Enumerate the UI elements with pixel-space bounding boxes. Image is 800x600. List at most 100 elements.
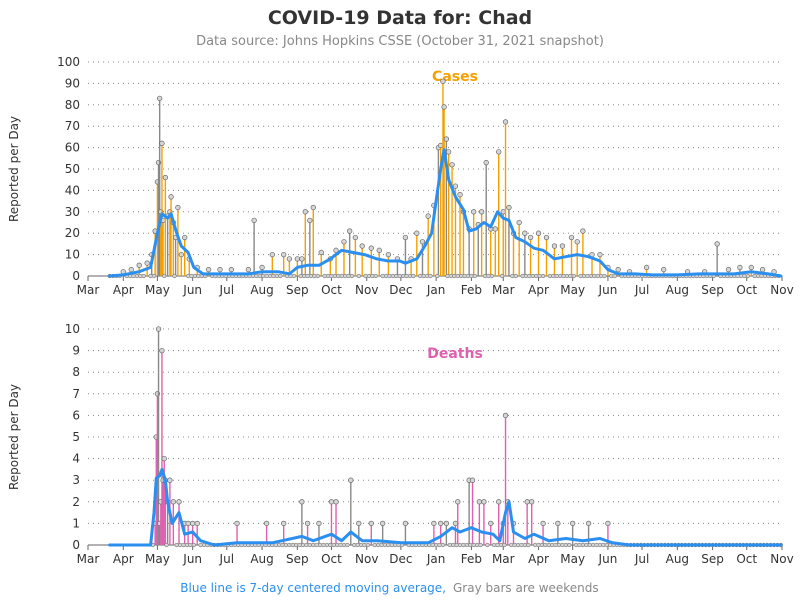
deaths-bar-marker (496, 499, 502, 505)
cases-xtick-label: Jan (426, 283, 446, 297)
cases-bar-marker (217, 266, 223, 273)
deaths-zero-marker (522, 542, 527, 548)
cases-bar-marker (259, 264, 265, 271)
deaths-zero-marker (495, 542, 500, 548)
cases-zero-marker (537, 273, 542, 279)
cases-zero-marker (540, 273, 546, 279)
deaths-zero-marker (601, 542, 606, 548)
cases-bar-marker (376, 247, 382, 253)
deaths-bar-marker (443, 520, 450, 527)
deaths-bar-marker (281, 520, 287, 527)
cases-zero-marker (172, 273, 177, 279)
cases-bar-marker (368, 245, 374, 251)
cases-zero-marker (192, 273, 198, 279)
deaths-zero-marker (314, 542, 319, 548)
cases-zero-marker (612, 273, 617, 279)
cases-bar-marker (402, 234, 409, 241)
cases-bar-marker (286, 256, 293, 262)
deaths-zero-marker (519, 542, 524, 548)
cases-bar-marker (299, 256, 305, 262)
deaths-zero-marker (434, 542, 439, 548)
deaths-zero-marker (324, 542, 330, 548)
cases-zero-marker (609, 273, 614, 279)
deaths-zero-marker (430, 542, 435, 548)
cases-ytick-label: 40 (65, 183, 80, 197)
cases-zero-marker (428, 273, 433, 279)
deaths-zero-marker (181, 542, 186, 548)
cases-zero-marker (134, 273, 140, 279)
cases-zero-marker (298, 273, 303, 279)
deaths-ytick-label: 10 (65, 322, 80, 336)
cases-zero-marker (527, 273, 532, 279)
cases-zero-marker (588, 273, 593, 279)
cases-zero-marker (336, 273, 341, 279)
deaths-bar-marker (438, 520, 444, 527)
cases-zero-marker (343, 273, 348, 279)
deaths-zero-marker (536, 542, 541, 548)
cases-xtick-label: Dec (389, 283, 412, 297)
deaths-zero-marker (307, 542, 312, 548)
deaths-zero-marker (451, 542, 456, 548)
cases-bar-marker (157, 95, 163, 102)
cases-xtick-label: Aug (250, 283, 273, 297)
deaths-zero-marker (543, 542, 548, 548)
deaths-ytick-label: 0 (72, 538, 80, 552)
deaths-zero-marker (287, 542, 292, 548)
deaths-zero-marker (509, 542, 514, 548)
deaths-panel: 0 1 2 3 4 5 6 7 8 9 10 Mar Apr May Jun Jul Aug Sep Oct Nov D… (7, 322, 794, 566)
cases-zero-marker (141, 273, 146, 279)
cases-bar-marker (661, 266, 667, 273)
cases-zero-marker (472, 273, 477, 279)
cases-y-axis-label: Reported per Day (7, 116, 21, 222)
deaths-panel-title: Deaths (427, 346, 483, 362)
deaths-zero-marker (526, 542, 531, 548)
deaths-xtick-label: Nov (770, 552, 793, 566)
cases-xtick-label: Apr (528, 283, 549, 297)
cases-ytick-label: 90 (65, 76, 80, 90)
deaths-ytick-label: 4 (72, 452, 80, 466)
cases-zero-marker (585, 273, 590, 279)
deaths-zero-marker (580, 542, 586, 548)
cases-bar-marker (318, 249, 324, 256)
cases-bar-marker (347, 228, 353, 234)
cases-zero-marker (595, 273, 600, 279)
deaths-ytick-label: 7 (72, 387, 80, 401)
cases-bar-marker (748, 264, 754, 271)
cases-zero-marker (459, 273, 464, 279)
cases-zero-marker (278, 273, 283, 279)
cases-zero-marker (756, 273, 761, 279)
cases-zero-marker (435, 273, 440, 279)
deaths-xtick-label: Jun (598, 552, 618, 566)
deaths-zero-marker (440, 542, 446, 548)
deaths-zero-marker (317, 542, 323, 548)
deaths-zero-marker (553, 542, 558, 548)
cases-zero-marker (558, 273, 563, 279)
cases-zero-marker (554, 273, 559, 279)
cases-ytick-label: 0 (72, 269, 80, 283)
deaths-bar-marker (299, 499, 305, 505)
cases-xtick-label: Apr (113, 283, 134, 297)
deaths-zero-marker (587, 542, 592, 548)
deaths-bar-marker (356, 520, 362, 527)
cases-bar-marker (178, 251, 184, 258)
deaths-xtick-label: Aug (666, 552, 689, 566)
deaths-bar-marker (540, 520, 546, 527)
cases-bar-marker (580, 228, 586, 234)
deaths-zero-marker (365, 542, 370, 548)
cases-zero-marker (564, 273, 570, 279)
cases-zero-marker (373, 273, 378, 279)
cases-bar-marker (483, 159, 489, 166)
deaths-xtick-label: Apr (528, 552, 549, 566)
cases-xtick-label: Jun (598, 283, 618, 297)
deaths-zero-marker (502, 542, 507, 548)
cases-bar-marker (441, 104, 447, 110)
deaths-bar-marker (316, 520, 322, 527)
deaths-zero-marker (457, 542, 463, 548)
cases-bar-marker (128, 266, 134, 273)
cases-bar-marker (574, 239, 580, 245)
deaths-zero-marker (468, 542, 473, 548)
cases-bar-marker (496, 149, 502, 155)
cases-zero-marker (599, 273, 604, 279)
deaths-bar-marker (194, 520, 200, 527)
cases-bar-marker (471, 209, 477, 215)
